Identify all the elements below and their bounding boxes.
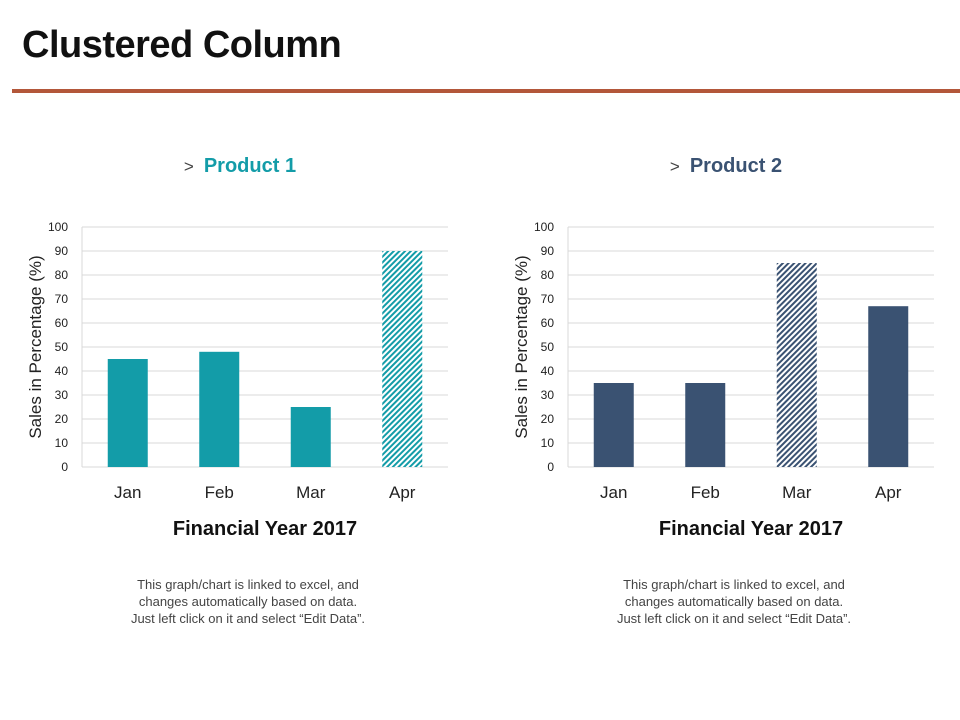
bar-jan[interactable] xyxy=(593,383,634,467)
chart-panel-product-1[interactable]: > Product 1 0 10 20 30 40 50 60 70 80 90 100 Sales i… xyxy=(0,140,480,700)
y-tick-label: 90 xyxy=(55,244,69,258)
bar-mar[interactable] xyxy=(776,263,817,467)
x-tick-label: Mar xyxy=(782,483,812,502)
slide-title: Clustered Column xyxy=(22,24,342,66)
x-tick-label: Feb xyxy=(691,483,720,502)
x-tick-label: Mar xyxy=(296,483,326,502)
y-tick-label: 20 xyxy=(541,412,555,426)
x-tick-label: Jan xyxy=(600,483,627,502)
y-tick-label: 10 xyxy=(541,436,555,450)
y-tick-label: 30 xyxy=(55,388,69,402)
x-tick-label: Apr xyxy=(389,483,416,502)
bar-apr[interactable] xyxy=(868,306,909,467)
y-tick-label: 100 xyxy=(534,220,554,234)
chart-note: This graph/chart is linked to excel, and… xyxy=(130,577,366,626)
bar-feb[interactable] xyxy=(199,351,240,467)
y-tick-label: 10 xyxy=(55,436,69,450)
bar-mar[interactable] xyxy=(290,407,331,467)
y-tick-label: 70 xyxy=(55,292,69,306)
y-axis-title: Sales in Percentage (%) xyxy=(26,255,45,438)
y-tick-label: 30 xyxy=(541,388,555,402)
y-tick-label: 50 xyxy=(541,340,555,354)
y-tick-label: 90 xyxy=(541,244,555,258)
chart-note: This graph/chart is linked to excel, and… xyxy=(616,577,852,626)
chevron-right-icon: > xyxy=(183,157,194,176)
bar-apr[interactable] xyxy=(382,251,423,467)
bar-jan[interactable] xyxy=(107,359,148,467)
x-tick-label: Jan xyxy=(114,483,141,502)
bar-chart[interactable]: 0 10 20 30 40 50 60 70 80 90 100 Sales in Percentag… xyxy=(0,140,480,520)
title-divider xyxy=(12,89,960,93)
chart-title-text: Product 1 xyxy=(203,155,297,177)
chevron-right-icon: > xyxy=(669,157,680,176)
chart-title: > Product 2 xyxy=(486,155,960,178)
y-tick-label: 70 xyxy=(541,292,555,306)
y-tick-label: 0 xyxy=(547,460,554,474)
y-axis-title: Sales in Percentage (%) xyxy=(512,255,531,438)
chart-title: > Product 1 xyxy=(0,155,480,178)
bar-feb[interactable] xyxy=(685,383,726,467)
x-tick-label: Apr xyxy=(875,483,902,502)
x-tick-label: Feb xyxy=(205,483,234,502)
y-tick-label: 40 xyxy=(541,364,555,378)
x-axis-title: Financial Year 2017 xyxy=(658,518,844,540)
y-tick-label: 40 xyxy=(55,364,69,378)
x-axis-title: Financial Year 2017 xyxy=(172,518,358,540)
bar-chart[interactable]: 0 10 20 30 40 50 60 70 80 90 100 Sales in Percentag… xyxy=(486,140,960,520)
y-tick-label: 60 xyxy=(541,316,555,330)
y-tick-label: 20 xyxy=(55,412,69,426)
y-tick-label: 0 xyxy=(61,460,68,474)
y-tick-label: 100 xyxy=(48,220,68,234)
y-tick-label: 80 xyxy=(541,268,555,282)
y-tick-label: 80 xyxy=(55,268,69,282)
y-tick-label: 60 xyxy=(55,316,69,330)
chart-panel-product-2[interactable]: > Product 2 0 10 20 30 40 50 60 70 80 90 100 Sales i… xyxy=(486,140,960,700)
chart-title-text: Product 2 xyxy=(689,155,783,177)
y-tick-label: 50 xyxy=(55,340,69,354)
